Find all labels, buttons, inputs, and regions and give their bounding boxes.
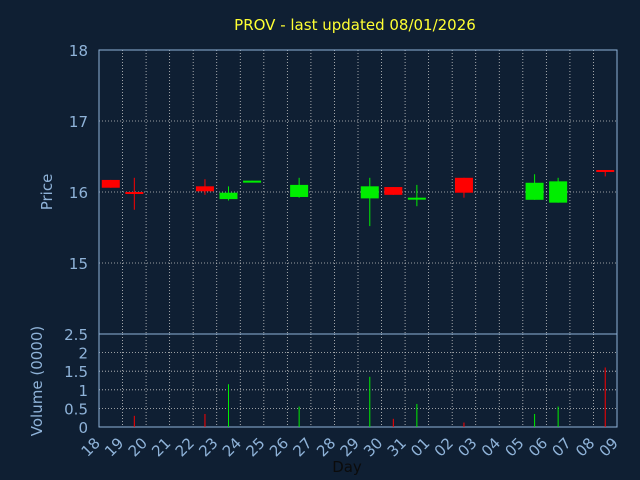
x-ticks: 1819202122232425262728293031010203040506… bbox=[78, 434, 622, 460]
candle-body bbox=[101, 179, 120, 188]
candle-body bbox=[549, 181, 568, 203]
candle-body bbox=[290, 184, 309, 197]
price-grid bbox=[99, 50, 617, 334]
x-axis-label: Day bbox=[332, 458, 362, 476]
candles bbox=[101, 169, 615, 227]
volume-tick-label: 0.5 bbox=[64, 400, 88, 418]
candle-body bbox=[219, 192, 238, 200]
volume-tick-label: 0 bbox=[78, 419, 88, 437]
volume-y-ticks: 00.511.522.5 bbox=[64, 326, 88, 437]
volume-tick-label: 1.5 bbox=[64, 363, 88, 381]
candle-body bbox=[454, 177, 473, 193]
volume-bars bbox=[133, 367, 606, 427]
volume-axis-label: Volume (0000) bbox=[28, 326, 46, 436]
chart-title: PROV - last updated 08/01/2026 bbox=[234, 16, 476, 34]
price-tick-label: 17 bbox=[69, 113, 88, 131]
candle-body bbox=[525, 182, 544, 200]
candle-body bbox=[596, 169, 615, 172]
candle-body bbox=[195, 186, 214, 192]
candle-body bbox=[384, 187, 403, 195]
candle-body bbox=[360, 186, 379, 199]
candle-body bbox=[243, 180, 262, 183]
volume-plot-frame bbox=[98, 333, 618, 428]
price-axis-label: Price bbox=[38, 174, 56, 211]
volume-tick-label: 1 bbox=[78, 382, 88, 400]
price-tick-label: 18 bbox=[69, 42, 88, 60]
candle-body bbox=[407, 197, 426, 200]
volume-tick-label: 2.5 bbox=[64, 326, 88, 344]
price-y-ticks: 15 16 17 18 bbox=[69, 42, 88, 273]
candle-body bbox=[125, 192, 144, 194]
volume-tick-label: 2 bbox=[78, 345, 88, 363]
price-tick-label: 16 bbox=[69, 184, 88, 202]
price-tick-label: 15 bbox=[69, 255, 88, 273]
volume-grid bbox=[99, 334, 617, 427]
